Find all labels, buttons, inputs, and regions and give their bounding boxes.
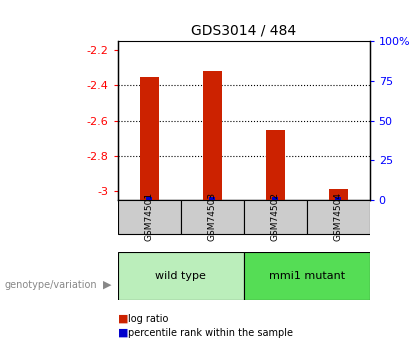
Bar: [118, 252, 244, 300]
Bar: [181, 200, 244, 234]
Bar: [272, 197, 278, 200]
Bar: [203, 71, 222, 200]
Text: mmi1 mutant: mmi1 mutant: [268, 271, 345, 281]
Text: wild type: wild type: [155, 271, 206, 281]
Bar: [146, 197, 152, 200]
Bar: [209, 197, 215, 200]
Bar: [266, 130, 285, 200]
Text: ■: ■: [118, 328, 128, 338]
Bar: [329, 189, 348, 200]
Text: GSM74503: GSM74503: [207, 193, 217, 242]
Bar: [140, 77, 159, 200]
Text: genotype/variation: genotype/variation: [4, 280, 97, 289]
Title: GDS3014 / 484: GDS3014 / 484: [191, 23, 296, 38]
Text: percentile rank within the sample: percentile rank within the sample: [128, 328, 293, 338]
Bar: [307, 200, 370, 234]
Text: GSM74502: GSM74502: [270, 193, 280, 242]
Text: ▶: ▶: [103, 280, 111, 289]
Text: GSM74504: GSM74504: [333, 193, 343, 242]
Text: GSM74501: GSM74501: [144, 193, 154, 242]
Text: log ratio: log ratio: [128, 314, 168, 324]
Bar: [244, 200, 307, 234]
Text: ■: ■: [118, 314, 128, 324]
Bar: [118, 200, 181, 234]
Bar: [244, 252, 370, 300]
Bar: [335, 197, 341, 200]
